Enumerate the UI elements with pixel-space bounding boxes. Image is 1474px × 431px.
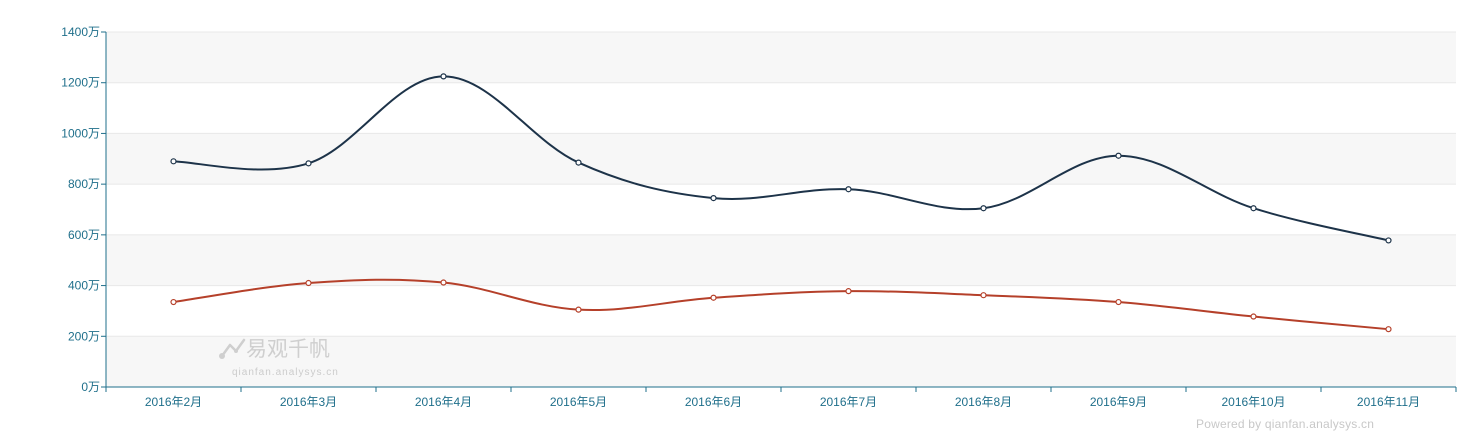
data-point[interactable] — [170, 158, 177, 165]
data-point[interactable] — [1250, 313, 1257, 320]
series-line-2 — [173, 278, 1389, 331]
data-point[interactable] — [710, 294, 717, 301]
grid-band — [106, 133, 1456, 185]
y-tick-label: 800万 — [68, 177, 100, 191]
series-layer — [170, 73, 1392, 333]
data-point[interactable] — [980, 292, 987, 299]
data-point[interactable] — [1385, 326, 1392, 333]
x-tick-label: 2016年11月 — [1357, 395, 1420, 409]
data-point[interactable] — [440, 73, 447, 80]
x-tick-label: 2016年8月 — [955, 395, 1012, 409]
y-tick-label: 1200万 — [61, 76, 100, 90]
powered-by-label: Powered by qianfan.analysys.cn — [1196, 417, 1375, 431]
data-point[interactable] — [1115, 298, 1122, 306]
y-tick-label: 600万 — [68, 228, 100, 242]
data-point[interactable] — [1115, 152, 1122, 159]
data-point[interactable] — [845, 186, 852, 193]
watermark-domain: qianfan.analysys.cn — [232, 367, 339, 378]
data-point[interactable] — [575, 159, 582, 166]
y-tick-label: 400万 — [68, 279, 100, 293]
grid-band — [106, 32, 1456, 83]
x-tick-label: 2016年2月 — [145, 395, 202, 409]
x-tick-label: 2016年3月 — [280, 395, 337, 409]
data-point[interactable] — [1385, 237, 1392, 244]
data-point[interactable] — [845, 288, 852, 295]
x-tick-label: 2016年7月 — [820, 395, 877, 409]
x-tick-label: 2016年6月 — [685, 395, 742, 409]
watermark-brand: 易观千帆 — [246, 338, 330, 361]
data-point[interactable] — [305, 279, 312, 287]
axes: 0万 200万 400万 600万 800万 1000万 1200万 1400万 2016年2月… — [61, 25, 1457, 409]
analysys-logo-icon — [219, 338, 246, 359]
data-point[interactable] — [980, 205, 987, 212]
data-point[interactable] — [305, 160, 312, 167]
grid-band — [106, 234, 1456, 286]
data-point[interactable] — [170, 298, 177, 306]
x-tick-label: 2016年4月 — [415, 395, 472, 409]
x-tick-label: 2016年9月 — [1090, 395, 1147, 409]
data-point[interactable] — [575, 306, 582, 313]
x-tick-label: 2016年10月 — [1221, 395, 1285, 409]
data-point[interactable] — [1250, 205, 1257, 212]
y-tick-label: 1400万 — [61, 25, 100, 39]
y-tick-label: 0万 — [81, 380, 100, 394]
data-point[interactable] — [440, 279, 447, 286]
y-tick-label: 200万 — [68, 329, 100, 343]
y-tick-label: 1000万 — [61, 126, 100, 140]
series-line-1 — [173, 75, 1389, 242]
watermark: 易观千帆 qianfan.analysys.cn — [219, 338, 339, 378]
grid-bands — [106, 32, 1456, 387]
grid-band — [106, 336, 1456, 387]
data-point[interactable] — [710, 194, 717, 202]
x-tick-label: 2016年5月 — [550, 395, 607, 409]
